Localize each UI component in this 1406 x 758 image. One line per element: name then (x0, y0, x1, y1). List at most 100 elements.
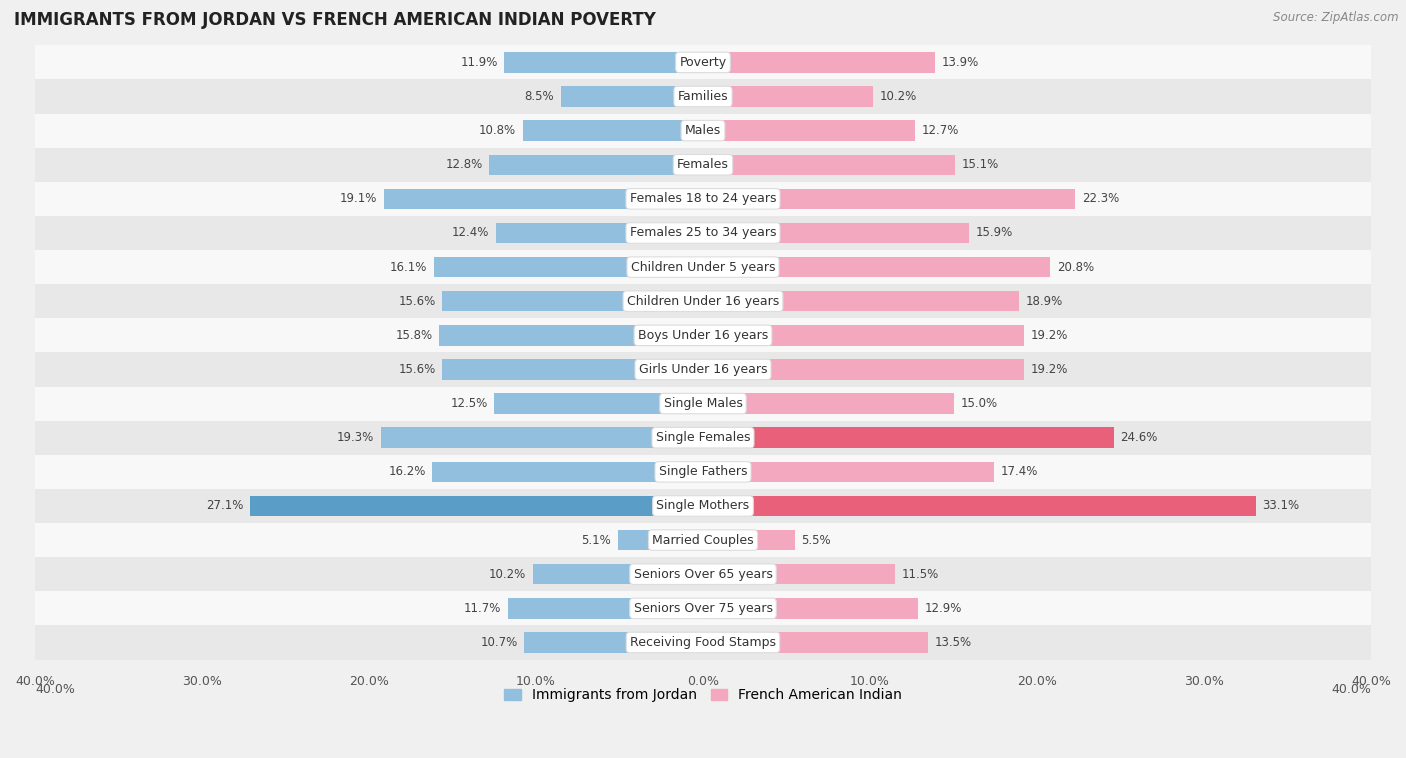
Text: 12.8%: 12.8% (446, 158, 482, 171)
Text: Seniors Over 75 years: Seniors Over 75 years (634, 602, 772, 615)
Bar (703, 393, 953, 414)
Bar (35, 45, 1371, 80)
Bar (703, 86, 873, 107)
Bar (489, 155, 703, 175)
Bar (35, 182, 1371, 216)
Bar (250, 496, 703, 516)
Bar (496, 223, 703, 243)
Text: 11.5%: 11.5% (901, 568, 939, 581)
Bar (703, 121, 915, 141)
Text: 16.1%: 16.1% (389, 261, 427, 274)
Text: 19.2%: 19.2% (1031, 363, 1067, 376)
Text: Females 18 to 24 years: Females 18 to 24 years (630, 193, 776, 205)
Text: 15.6%: 15.6% (398, 363, 436, 376)
Legend: Immigrants from Jordan, French American Indian: Immigrants from Jordan, French American … (498, 683, 908, 708)
Bar (703, 496, 1256, 516)
Bar (703, 291, 1019, 312)
Text: 15.1%: 15.1% (962, 158, 1000, 171)
Bar (703, 52, 935, 73)
Text: Seniors Over 65 years: Seniors Over 65 years (634, 568, 772, 581)
Bar (703, 359, 1024, 380)
Text: 19.3%: 19.3% (336, 431, 374, 444)
Text: 24.6%: 24.6% (1121, 431, 1159, 444)
Text: Single Fathers: Single Fathers (659, 465, 747, 478)
Bar (703, 462, 994, 482)
Bar (35, 352, 1371, 387)
Text: Boys Under 16 years: Boys Under 16 years (638, 329, 768, 342)
Bar (35, 250, 1371, 284)
Text: Males: Males (685, 124, 721, 137)
Bar (533, 564, 703, 584)
Bar (703, 325, 1024, 346)
Text: 40.0%: 40.0% (1331, 684, 1371, 697)
Bar (381, 428, 703, 448)
Bar (703, 564, 896, 584)
Bar (35, 523, 1371, 557)
Bar (505, 52, 703, 73)
Text: 13.9%: 13.9% (942, 56, 979, 69)
Text: 15.9%: 15.9% (976, 227, 1012, 240)
Bar (703, 223, 969, 243)
Bar (434, 257, 703, 277)
Text: Females 25 to 34 years: Females 25 to 34 years (630, 227, 776, 240)
Text: 40.0%: 40.0% (35, 684, 75, 697)
Bar (35, 455, 1371, 489)
Bar (443, 359, 703, 380)
Text: 15.8%: 15.8% (395, 329, 433, 342)
Text: 15.0%: 15.0% (960, 397, 997, 410)
Bar (561, 86, 703, 107)
Bar (703, 155, 955, 175)
Bar (703, 530, 794, 550)
Bar (35, 80, 1371, 114)
Text: 5.1%: 5.1% (582, 534, 612, 547)
Text: 8.5%: 8.5% (524, 90, 554, 103)
Bar (617, 530, 703, 550)
Bar (35, 284, 1371, 318)
Text: 12.5%: 12.5% (450, 397, 488, 410)
Bar (703, 632, 928, 653)
Text: 10.7%: 10.7% (481, 636, 517, 649)
Bar (35, 387, 1371, 421)
Text: 12.4%: 12.4% (451, 227, 489, 240)
Text: Single Mothers: Single Mothers (657, 500, 749, 512)
Bar (35, 421, 1371, 455)
Text: 10.2%: 10.2% (880, 90, 917, 103)
Text: 19.1%: 19.1% (340, 193, 377, 205)
Bar (439, 325, 703, 346)
Bar (35, 591, 1371, 625)
Text: Married Couples: Married Couples (652, 534, 754, 547)
Text: Single Females: Single Females (655, 431, 751, 444)
Text: 15.6%: 15.6% (398, 295, 436, 308)
Text: IMMIGRANTS FROM JORDAN VS FRENCH AMERICAN INDIAN POVERTY: IMMIGRANTS FROM JORDAN VS FRENCH AMERICA… (14, 11, 657, 30)
Bar (35, 625, 1371, 659)
Text: 12.7%: 12.7% (922, 124, 959, 137)
Text: 17.4%: 17.4% (1000, 465, 1038, 478)
Text: 11.9%: 11.9% (460, 56, 498, 69)
Text: 11.7%: 11.7% (464, 602, 501, 615)
Bar (35, 114, 1371, 148)
Text: Children Under 16 years: Children Under 16 years (627, 295, 779, 308)
Text: 27.1%: 27.1% (207, 500, 243, 512)
Text: Children Under 5 years: Children Under 5 years (631, 261, 775, 274)
Bar (703, 257, 1050, 277)
Text: Families: Families (678, 90, 728, 103)
Bar (703, 428, 1114, 448)
Text: 16.2%: 16.2% (388, 465, 426, 478)
Bar (433, 462, 703, 482)
Bar (35, 489, 1371, 523)
Bar (35, 557, 1371, 591)
Bar (524, 632, 703, 653)
Text: 20.8%: 20.8% (1057, 261, 1094, 274)
Text: 13.5%: 13.5% (935, 636, 973, 649)
Bar (384, 189, 703, 209)
Text: 19.2%: 19.2% (1031, 329, 1067, 342)
Text: 10.8%: 10.8% (479, 124, 516, 137)
Bar (35, 216, 1371, 250)
Text: Source: ZipAtlas.com: Source: ZipAtlas.com (1274, 11, 1399, 24)
Text: Poverty: Poverty (679, 56, 727, 69)
Text: 33.1%: 33.1% (1263, 500, 1299, 512)
Text: 5.5%: 5.5% (801, 534, 831, 547)
Text: 18.9%: 18.9% (1025, 295, 1063, 308)
Bar (35, 148, 1371, 182)
Bar (35, 318, 1371, 352)
